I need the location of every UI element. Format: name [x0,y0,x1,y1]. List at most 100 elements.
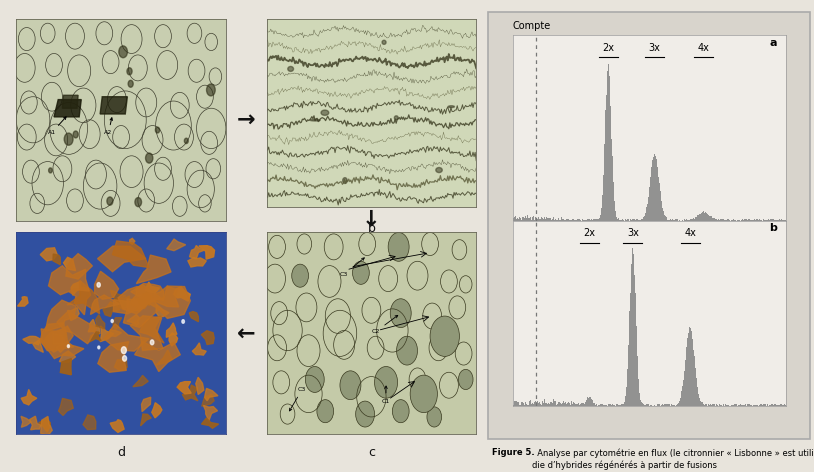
Polygon shape [192,343,206,355]
Circle shape [458,370,473,389]
Polygon shape [42,329,84,359]
Polygon shape [199,245,215,259]
Polygon shape [53,333,63,344]
Circle shape [119,46,128,58]
Polygon shape [204,388,218,401]
Ellipse shape [394,116,398,120]
Polygon shape [145,286,178,307]
Text: ←: ← [237,323,256,343]
Polygon shape [167,239,186,251]
Polygon shape [190,245,204,259]
Polygon shape [53,254,60,265]
Circle shape [146,153,153,163]
Circle shape [340,371,361,400]
Polygon shape [115,360,127,371]
Polygon shape [56,341,73,353]
Circle shape [64,133,73,145]
Polygon shape [49,266,90,295]
Text: a: a [117,233,125,246]
Polygon shape [57,312,97,344]
Text: 3x: 3x [627,228,639,238]
Polygon shape [112,241,149,268]
Polygon shape [59,351,76,362]
Ellipse shape [321,110,329,115]
Polygon shape [113,293,152,314]
Circle shape [107,197,113,205]
Circle shape [317,400,334,423]
Polygon shape [41,416,52,436]
Polygon shape [156,350,172,365]
Ellipse shape [343,177,348,184]
Circle shape [68,345,69,347]
Circle shape [151,340,154,345]
Circle shape [390,299,411,328]
Polygon shape [151,403,162,418]
Polygon shape [146,282,160,294]
Polygon shape [204,405,217,421]
Circle shape [388,233,409,261]
Circle shape [135,198,142,207]
Circle shape [73,131,78,138]
Polygon shape [67,281,99,314]
Text: Compte: Compte [513,21,551,31]
Circle shape [305,366,324,392]
Circle shape [98,346,100,349]
Polygon shape [113,318,122,329]
Polygon shape [141,414,151,426]
Polygon shape [88,320,100,334]
Circle shape [396,336,418,365]
Text: b: b [769,223,777,233]
Text: C3: C3 [290,387,306,411]
Polygon shape [116,296,129,309]
Text: →: → [237,110,256,130]
Polygon shape [40,248,57,261]
Text: C2: C2 [371,315,398,334]
Polygon shape [21,416,31,427]
Text: 4x: 4x [684,228,696,238]
Polygon shape [182,385,198,401]
Text: 2x: 2x [602,43,615,53]
Polygon shape [90,295,120,314]
Polygon shape [54,100,81,117]
Circle shape [427,407,442,427]
Circle shape [410,375,437,413]
Polygon shape [42,326,73,352]
Polygon shape [69,287,90,315]
Polygon shape [138,298,149,309]
Polygon shape [98,246,146,272]
Polygon shape [68,307,79,320]
Polygon shape [110,420,125,432]
Polygon shape [188,258,206,267]
Polygon shape [100,326,114,342]
Polygon shape [202,418,219,428]
Circle shape [111,320,113,322]
Polygon shape [134,341,180,371]
Circle shape [352,261,370,284]
Ellipse shape [310,119,320,121]
Text: b: b [367,221,375,235]
Polygon shape [33,338,43,353]
Polygon shape [18,297,28,306]
Polygon shape [201,331,214,345]
Polygon shape [95,315,105,329]
Text: c: c [368,447,375,459]
Polygon shape [100,97,127,114]
Polygon shape [127,314,139,326]
Ellipse shape [435,168,442,173]
Ellipse shape [382,40,386,44]
Text: a: a [770,38,777,48]
Circle shape [356,401,374,427]
Circle shape [430,316,459,356]
Polygon shape [131,284,164,300]
Polygon shape [131,298,145,312]
Polygon shape [21,389,37,405]
Polygon shape [177,382,191,394]
Polygon shape [40,323,65,351]
Text: ↓: ↓ [362,210,381,229]
Polygon shape [110,330,121,337]
Text: C1: C1 [382,386,390,404]
Polygon shape [59,398,73,415]
Polygon shape [29,416,41,430]
Polygon shape [63,257,76,270]
Polygon shape [83,415,96,430]
